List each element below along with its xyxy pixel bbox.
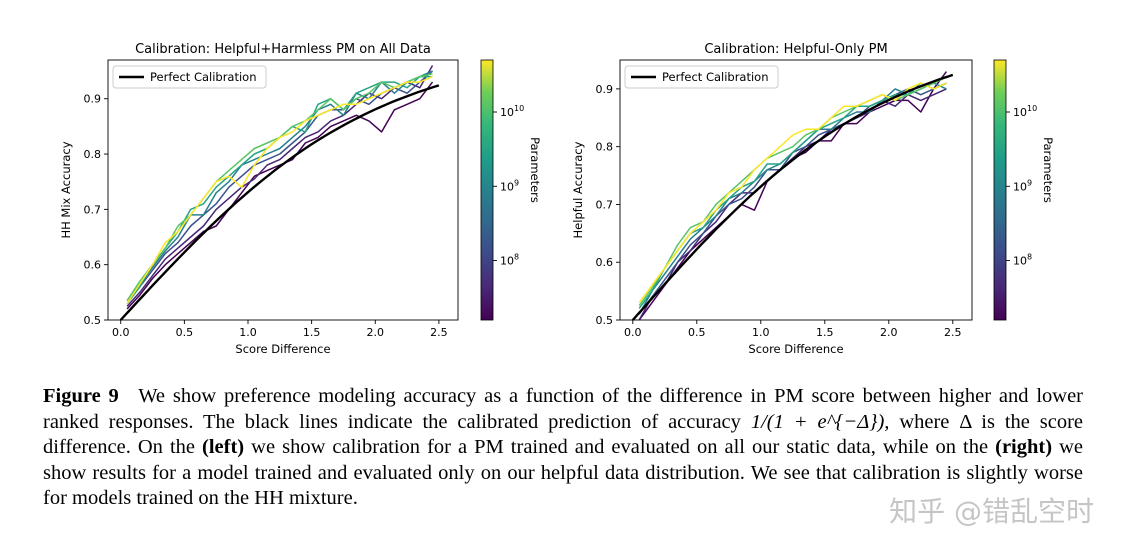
chart-right: Calibration: Helpful-Only PM 0.0 0.5 1.0 1.5… — [571, 42, 1055, 356]
chart-title: Calibration: Helpful-Only PM — [704, 42, 887, 57]
legend: Perfect Calibration — [624, 65, 779, 89]
series-line-42M — [638, 88, 947, 321]
series-line-156M — [126, 70, 433, 304]
colorbar-label: Parameters — [528, 137, 542, 203]
series-line-810M — [638, 82, 947, 315]
caption-formula: 1/(1 + e^{−Δ}), — [750, 410, 890, 433]
x-tick-label: 2.0 — [880, 326, 898, 339]
chart-title: Calibration: Helpful+Harmless PM on All … — [135, 42, 431, 57]
series-line-13B — [126, 73, 433, 302]
colorbar-gradient — [993, 59, 1007, 321]
chart-left: Calibration: Helpful+Harmless PM on All … — [59, 42, 542, 356]
colorbar: 1010 109 108 Parameters — [480, 59, 542, 321]
figure-9: Calibration: Helpful+Harmless PM on All … — [59, 42, 1055, 356]
plot-frame — [107, 59, 459, 321]
legend: Perfect Calibration — [112, 65, 267, 89]
x-axis-label: Score Difference — [235, 342, 330, 356]
legend-box — [624, 65, 779, 89]
legend-box — [112, 65, 267, 89]
colorbar-tick-label: 1010 — [500, 104, 524, 119]
y-tick-label: 0.6 — [84, 259, 102, 272]
watermark: 知乎 @错乱空时 — [889, 495, 1094, 528]
y-tick-label: 0.7 — [596, 198, 614, 211]
perfect-calibration-line — [631, 73, 954, 321]
legend-label: Perfect Calibration — [662, 70, 769, 84]
series-line-52B — [126, 75, 433, 304]
series-line-13M — [638, 71, 948, 321]
x-tick-label: 2.0 — [367, 326, 385, 339]
colorbar: 1010 109 108 Parameters — [993, 59, 1055, 321]
colorbar-label: Parameters — [1041, 137, 1055, 203]
y-tick-label: 0.7 — [84, 203, 102, 216]
x-tick-label: 1.0 — [239, 326, 257, 339]
y-tick-label: 0.9 — [84, 93, 102, 106]
series-group — [126, 65, 434, 310]
x-tick-label: 0.5 — [176, 326, 194, 339]
figure-caption: Figure 9 We show preference modeling acc… — [43, 384, 1083, 512]
x-axis-label: Score Difference — [748, 342, 843, 356]
x-tick-label: 1.5 — [816, 326, 834, 339]
y-tick-label: 0.5 — [84, 314, 102, 327]
x-tick-label: 0.5 — [688, 326, 706, 339]
y-axis-label: HH Mix Accuracy — [59, 141, 73, 238]
x-tick-label: 0.0 — [112, 326, 130, 339]
series-line-13M — [126, 81, 434, 310]
x-tick-label: 2.5 — [944, 326, 962, 339]
caption-text-1: We show preference modeling accuracy as … — [43, 385, 1083, 433]
series-line-13B — [638, 76, 947, 307]
caption-text-2: where Δ is the score difference. On the — [43, 410, 1084, 459]
series-line-3B — [638, 82, 947, 309]
series-line-156M — [638, 82, 947, 315]
y-tick-label: 0.6 — [596, 256, 614, 269]
caption-text-4: we show results for a model trained and … — [43, 436, 1083, 509]
series-line-3B — [126, 75, 433, 304]
colorbar-tick-label: 109 — [500, 178, 519, 193]
perfect-calibration-line — [119, 84, 440, 321]
series-line-52B — [638, 82, 947, 304]
colorbar-tick-label: 108 — [500, 253, 519, 268]
colorbar-tick-label: 1010 — [1013, 104, 1037, 119]
x-tick-label: 1.0 — [752, 326, 770, 339]
caption-label: Figure 9 — [43, 385, 119, 407]
legend-label: Perfect Calibration — [150, 70, 257, 84]
series-line-42M — [126, 65, 434, 307]
series-group — [638, 71, 948, 321]
plot-frame — [619, 59, 973, 321]
colorbar-tick-label: 108 — [1013, 253, 1032, 268]
y-tick-label: 0.8 — [596, 141, 614, 154]
colorbar-tick-label: 109 — [1013, 178, 1032, 193]
caption-right: (right) — [995, 436, 1053, 458]
y-tick-label: 0.8 — [84, 148, 102, 161]
y-tick-label: 0.5 — [596, 314, 614, 327]
caption-text-3: we show calibration for a PM trained and… — [251, 436, 989, 458]
y-axis-label: Helpful Accuracy — [571, 141, 585, 238]
colorbar-gradient — [480, 59, 494, 321]
x-tick-label: 2.5 — [430, 326, 448, 339]
caption-left: (left) — [202, 436, 245, 458]
y-tick-label: 0.9 — [596, 83, 614, 96]
x-tick-label: 0.0 — [624, 326, 642, 339]
x-tick-label: 1.5 — [303, 326, 321, 339]
